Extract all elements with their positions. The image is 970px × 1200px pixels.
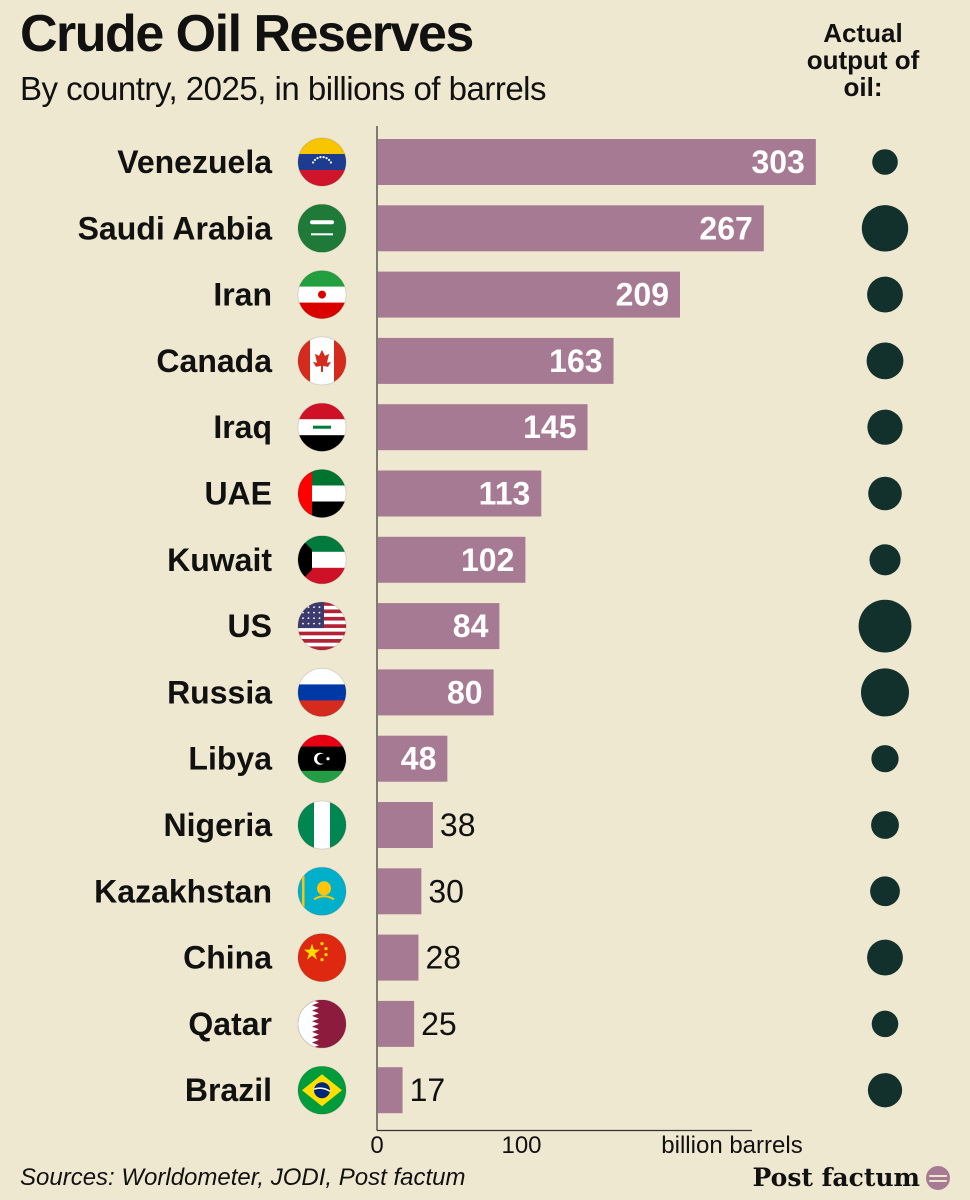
iran-flag-icon [297,270,347,320]
kuwait-flag-icon [297,535,347,585]
value-label: 28 [425,940,461,976]
bar [378,802,433,848]
value-label: 25 [421,1006,457,1042]
libya-flag-icon [297,734,347,784]
output-dot [861,205,909,252]
canada-flag-icon [297,336,347,386]
value-label: 84 [453,608,489,644]
output-dot [867,1073,903,1108]
value-label: 303 [751,144,804,180]
category-label: China [183,940,272,976]
chart-title: Crude Oil Reserves [20,5,474,63]
output-dot [858,599,912,653]
value-label: 38 [440,807,476,843]
category-label: UAE [204,476,272,512]
chart-subtitle: By country, 2025, in billions of barrels [20,70,547,107]
output-dot [870,876,900,907]
source-note: Sources: Worldometer, JODI, Post factum [20,1164,466,1191]
output-dot [872,149,898,175]
category-label: Russia [167,674,272,710]
output-dot [871,1010,899,1038]
category-label: Libya [188,741,272,777]
bar [378,271,681,318]
category-label: Nigeria [164,807,273,843]
output-dot [867,276,903,313]
output-dot [869,544,901,576]
bar [378,1000,415,1047]
output-column-header: Actual output of oil: [806,18,920,102]
bar [378,404,588,451]
value-label: 209 [616,277,669,313]
bar [378,669,494,716]
category-label: Kuwait [167,542,272,578]
value-label: 80 [447,674,483,710]
category-label: Saudi Arabia [78,210,273,246]
nigeria-flag-icon [297,800,347,850]
category-label: Iraq [213,409,272,445]
output-dot [871,745,899,773]
x-tick-label: 0 [370,1132,383,1159]
bar [378,735,448,782]
bar [378,934,419,981]
us-flag-icon [297,601,347,651]
uae-flag-icon [297,469,347,518]
value-label: 145 [523,409,576,445]
kazakhstan-flag-icon [297,866,347,916]
category-label: Kazakhstan [94,873,272,909]
bar [378,603,500,650]
output-dot [867,409,903,445]
output-dot [867,939,903,976]
brand-name: Post factum [752,1163,920,1192]
brazil-flag-icon [297,1065,347,1115]
value-label: 30 [428,873,464,909]
venezuela-flag-icon [297,137,347,187]
brand-logo: Post factum [753,1163,950,1192]
output-dot [868,476,902,511]
bar [378,868,422,915]
brand-waves-icon [926,1165,950,1190]
bar [378,1067,403,1114]
china-flag-icon [297,933,347,983]
russia-flag-icon [297,667,347,717]
category-label: Iran [213,277,272,313]
iraq-flag-icon [297,402,347,452]
value-label: 113 [479,476,531,512]
bar [378,139,816,185]
bar [378,337,614,384]
value-label: 48 [401,741,437,777]
qatar-flag-icon [297,999,347,1049]
bar [378,205,764,252]
category-label: Qatar [188,1006,272,1042]
category-label: Brazil [185,1072,272,1108]
category-label: US [228,608,272,644]
output-dot [866,342,904,380]
value-label: 17 [410,1072,446,1108]
output-dot [871,811,899,839]
saudi-arabia-flag-icon [297,203,347,253]
value-label: 267 [699,210,752,246]
bar [378,536,526,583]
category-label: Venezuela [117,144,272,180]
value-label: 163 [549,343,602,379]
bar [378,470,542,517]
output-dot [861,668,909,717]
x-tick-label: 100 [501,1132,541,1159]
x-axis-label: billion barrels [661,1132,802,1159]
category-label: Canada [156,343,272,379]
value-label: 102 [461,542,514,578]
reserves-bar-chart: 0 100 billion barrels Venezuela 303 Saudi Ara… [78,126,912,1159]
